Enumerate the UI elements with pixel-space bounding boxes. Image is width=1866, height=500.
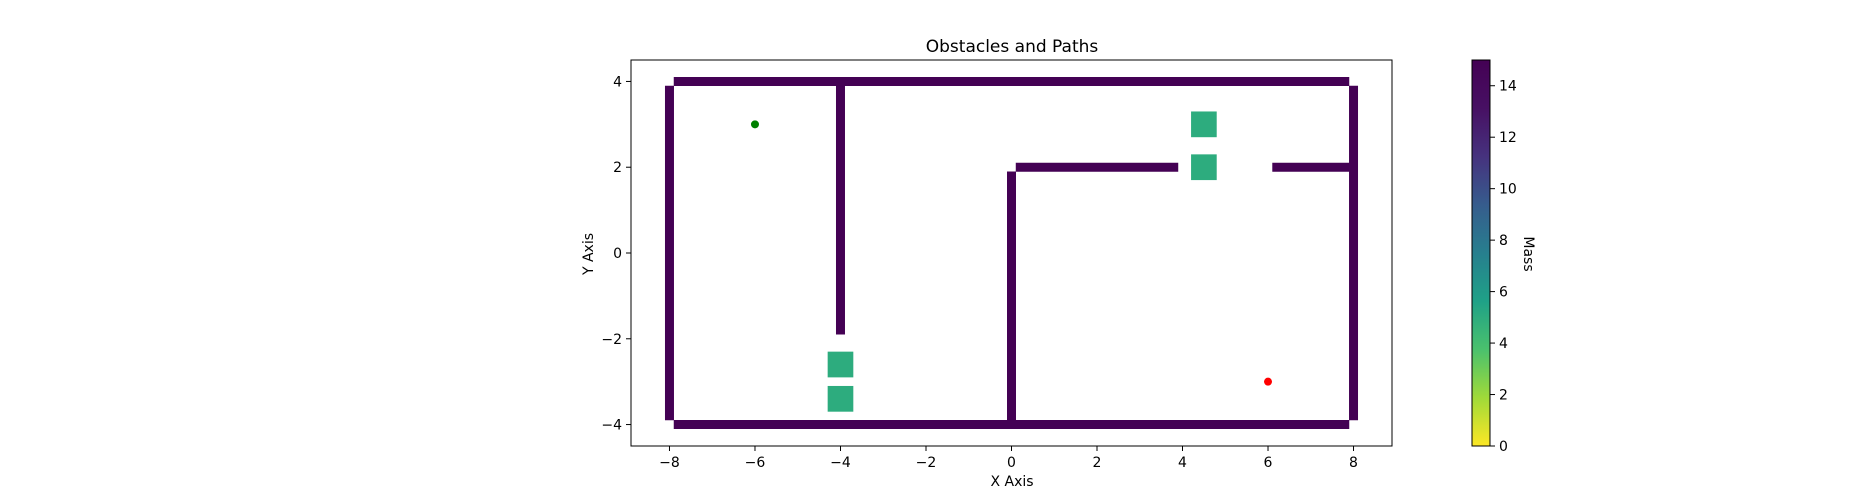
x-tick-label-6: 6 bbox=[1264, 455, 1273, 471]
colorbar: 0 2 4 6 8 10 12 14 bbox=[1471, 59, 1517, 455]
colorbar-tick-label-10: 10 bbox=[1499, 182, 1517, 198]
y-tick-label-0: 0 bbox=[613, 246, 622, 262]
x-axis-label: X Axis bbox=[990, 474, 1033, 490]
colorbar-tick-label-8: 8 bbox=[1499, 233, 1508, 249]
x-tick-label-8: 8 bbox=[1349, 455, 1358, 471]
y-tick-label--4: −4 bbox=[601, 418, 622, 434]
block-obstacle-11 bbox=[827, 385, 854, 412]
colorbar-tick-label-4: 4 bbox=[1499, 336, 1508, 352]
chart-title: Obstacles and Paths bbox=[926, 37, 1099, 57]
colorbar-label: Mass bbox=[1520, 236, 1536, 271]
block-obstacle-9 bbox=[1191, 154, 1217, 181]
colorbar-tick-label-2: 2 bbox=[1499, 388, 1508, 404]
colorbar-tick-label-14: 14 bbox=[1499, 79, 1517, 95]
path-point-0 bbox=[750, 120, 759, 129]
x-tick-label--4: −4 bbox=[830, 455, 851, 471]
block-obstacle-10 bbox=[827, 351, 854, 378]
colorbar-tick-label-0: 0 bbox=[1499, 439, 1508, 455]
x-tick-label--8: −8 bbox=[659, 455, 680, 471]
x-tick-label-4: 4 bbox=[1178, 455, 1187, 471]
y-axis-label: Y Axis bbox=[581, 233, 597, 276]
colorbar-gradient bbox=[1471, 59, 1491, 447]
colorbar-tick-label-12: 12 bbox=[1499, 130, 1517, 146]
y-tick-label-2: 2 bbox=[613, 160, 622, 176]
y-tick-label-4: 4 bbox=[613, 74, 622, 90]
x-tick-label--6: −6 bbox=[745, 455, 766, 471]
plot-area: −8 −6 −4 −2 0 2 4 6 8 −4 −2 0 2 4 bbox=[601, 59, 1393, 471]
block-obstacle-8 bbox=[1191, 111, 1217, 138]
colorbar-tick-label-6: 6 bbox=[1499, 285, 1508, 301]
x-tick-label-0: 0 bbox=[1007, 455, 1016, 471]
x-tick-label--2: −2 bbox=[916, 455, 937, 471]
y-tick-label--2: −2 bbox=[601, 332, 622, 348]
path-point-1 bbox=[1264, 377, 1273, 386]
x-tick-label-2: 2 bbox=[1093, 455, 1102, 471]
